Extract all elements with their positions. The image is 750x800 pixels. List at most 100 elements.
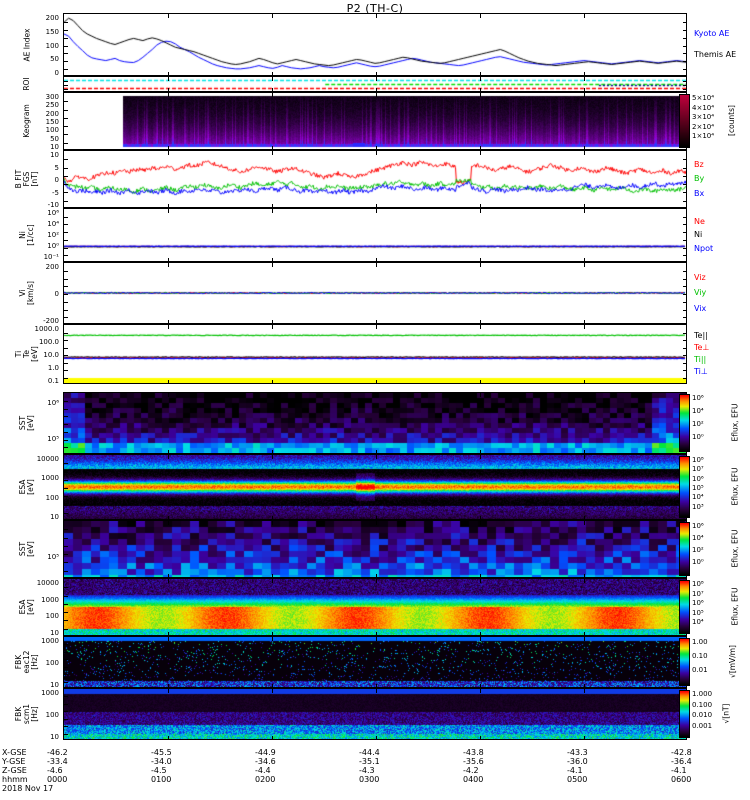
ytick-esa-ion-1: 1000 (41, 474, 59, 483)
ytick-vi-2: -200 (43, 317, 59, 325)
colorbar-sst-ion (679, 394, 690, 452)
ytick-keogram-0: 300 (45, 93, 59, 101)
colorbar-esa-ion (679, 456, 690, 518)
ytick-keogram-2: 200 (45, 109, 59, 118)
plot-area-keogram (64, 93, 686, 149)
ytick-ae-index-0: 200 (45, 14, 59, 22)
ytick-keogram-4: 100 (45, 126, 59, 135)
ytick-keogram-6: 10 (50, 143, 59, 151)
ytick-b-fit-4: -10 (47, 201, 59, 209)
ytitle-sst-electron: SST [eV] (18, 541, 35, 557)
panel-keogram[interactable] (63, 92, 687, 150)
plot-area-fbk-e (64, 637, 686, 687)
plot-area-sst-ion (64, 393, 686, 453)
ytick-esa-electron-2: 100 (45, 612, 59, 621)
colorbar-title-sst-electron: Eflux, EFU (730, 529, 740, 568)
panel-vi[interactable] (63, 262, 687, 324)
ytitle-esa-ion: ESA [eV] (18, 479, 35, 495)
footer-row-label-2: Z-GSE (2, 766, 27, 775)
ytick-keogram-5: 50 (50, 134, 59, 143)
page-title: P2 (TH-C) (346, 2, 404, 15)
ytick-ae-index-4: 0 (54, 69, 59, 77)
ytick-fbk-b-2: 10 (50, 733, 59, 741)
footer-z_gse-6: -4.1 (671, 766, 687, 775)
footer-hhmm-5: 0500 (567, 775, 588, 784)
panel-fbk-b[interactable] (63, 688, 687, 740)
panel-sst-electron[interactable] (63, 520, 687, 578)
colorbar-tick-esa-ion-5: 10³ (692, 502, 704, 511)
colorbar-esa-electron (679, 580, 690, 634)
ytick-ti-2: 10.0 (43, 351, 59, 359)
footer-row-label-4: 2018 Nov 17 (2, 784, 54, 793)
legend-ti-1: Te⊥ (694, 343, 710, 352)
colorbar-tick-esa-electron-1: 10⁷ (692, 589, 704, 598)
ytitle-vi: Vi [km/s] (18, 281, 35, 305)
legend-b-fit-1: By (694, 174, 705, 183)
legend-b-fit-0: Bz (694, 159, 704, 169)
ytick-ni-4: 10⁻¹ (43, 253, 59, 261)
colorbar-tick-sst-electron-1: 10⁴ (692, 534, 704, 542)
colorbar-tick-esa-ion-4: 10⁴ (692, 493, 704, 502)
panel-sst-ion[interactable] (63, 392, 687, 454)
ytick-fbk-e-0: 1000 (41, 637, 59, 645)
ytick-ti-0: 1000.0 (34, 325, 60, 333)
ytick-vi-1: 0 (54, 290, 59, 298)
footer-hhmm-4: 0400 (463, 775, 484, 784)
footer-z_gse-3: -4.3 (359, 766, 375, 775)
ytitle-keogram: Keogram (22, 104, 31, 138)
colorbar-tick-sst-ion-2: 10² (692, 420, 704, 428)
ytick-vi-0: 200 (45, 263, 59, 271)
ytick-sst-ion-1: 10⁵ (47, 435, 59, 443)
colorbar-tick-keogram-3: 2×10⁴ (692, 122, 715, 131)
ytick-b-fit-3: -5 (52, 188, 59, 197)
ytick-b-fit-2: 0 (54, 176, 59, 184)
colorbar-tick-esa-electron-4: 10⁴ (692, 618, 704, 627)
plot-area-ae-index (64, 14, 686, 75)
ytick-ae-index-1: 150 (45, 27, 59, 36)
panel-b-fit[interactable] (63, 150, 687, 208)
ytitle-b-fit: B FIT FGS [nT] (14, 169, 39, 189)
panel-ni[interactable] (63, 208, 687, 262)
colorbar-tick-esa-ion-2: 10⁶ (692, 474, 704, 483)
colorbar-sst-electron (679, 522, 690, 576)
footer-y_gse-3: -35.1 (359, 757, 380, 766)
ytick-sst-ion-0: 10⁶ (47, 399, 59, 407)
plot-area-ti (64, 325, 686, 383)
footer-hhmm-3: 0300 (359, 775, 380, 784)
colorbar-tick-esa-electron-2: 10⁶ (692, 599, 704, 608)
ytick-fbk-b-0: 1000 (41, 689, 59, 697)
ytick-ti-4: 0.1 (47, 377, 59, 385)
footer-z_gse-0: -4.6 (47, 766, 63, 775)
panel-esa-ion[interactable] (63, 454, 687, 520)
legend-ni-1: Ni (694, 230, 703, 239)
colorbar-tick-fbk-e-0: 1.00 (692, 638, 708, 646)
ytick-esa-electron-0: 10000 (36, 579, 59, 587)
panel-esa-electron[interactable] (63, 578, 687, 636)
ytick-fbk-e-1: 100 (45, 659, 59, 667)
ytick-sst-electron-0: 10⁵ (47, 553, 59, 561)
footer-x_gse-4: -43.8 (463, 748, 484, 757)
colorbar-tick-esa-electron-0: 10⁸ (692, 580, 704, 588)
colorbar-tick-keogram-1: 4×10⁴ (692, 103, 715, 112)
footer-y_gse-4: -35.6 (463, 757, 484, 766)
footer-x_gse-3: -44.4 (359, 748, 380, 757)
colorbar-tick-keogram-2: 3×10⁴ (692, 113, 715, 122)
colorbar-tick-keogram-4: 1×10⁴ (692, 132, 715, 141)
ytick-b-fit-0: 10 (50, 151, 59, 159)
panel-roi[interactable] (63, 76, 687, 92)
footer-y_gse-2: -34.6 (255, 757, 276, 766)
panel-fbk-e[interactable] (63, 636, 687, 688)
colorbar-tick-fbk-b-2: 0.010 (692, 711, 713, 719)
footer-z_gse-4: -4.2 (463, 766, 479, 775)
footer-y_gse-5: -36.0 (567, 757, 588, 766)
ytick-esa-electron-3: 10 (50, 629, 59, 637)
panel-ae-index[interactable] (63, 13, 687, 76)
panel-ti[interactable] (63, 324, 687, 384)
colorbar-title-sst-ion: Eflux, EFU (730, 403, 740, 442)
colorbar-tick-fbk-e-1: 0.10 (692, 652, 708, 660)
footer-hhmm-2: 0200 (255, 775, 276, 784)
plot-area-roi (64, 77, 686, 91)
colorbar-tick-esa-ion-1: 10⁷ (692, 465, 704, 474)
ytick-fbk-e-2: 10 (50, 681, 59, 689)
